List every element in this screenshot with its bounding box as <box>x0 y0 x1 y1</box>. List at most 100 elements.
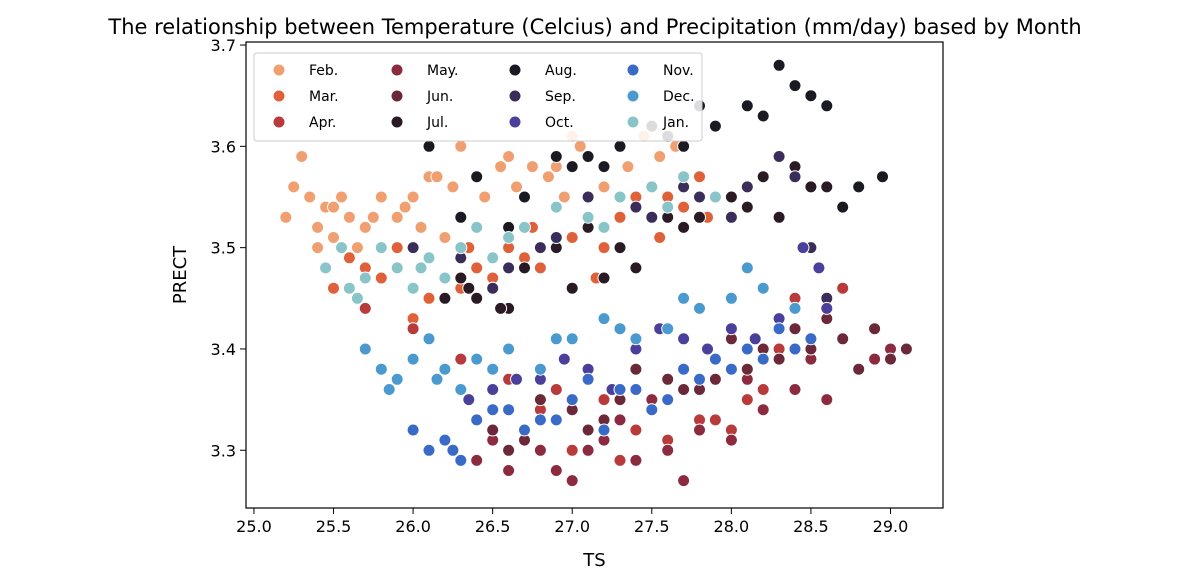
scatter-point <box>629 423 643 437</box>
scatter-point <box>454 383 468 396</box>
legend-marker <box>626 115 640 129</box>
scatter-point <box>533 443 547 457</box>
scatter-point <box>724 322 738 336</box>
scatter-point <box>541 170 555 184</box>
scatter-point <box>342 281 356 295</box>
legend-marker <box>272 89 286 103</box>
scatter-point <box>653 150 667 163</box>
scatter-point <box>876 170 889 184</box>
legend-marker <box>508 63 522 77</box>
scatter-point <box>788 342 802 356</box>
scatter-point <box>740 99 754 113</box>
scatter-point <box>677 291 691 305</box>
chart-title: The relationship between Temperature (Ce… <box>107 15 1081 39</box>
scatter-point <box>454 271 468 285</box>
scatter-point <box>549 464 563 477</box>
legend-label: Jan. <box>662 115 689 131</box>
legend-marker <box>272 63 286 77</box>
scatter-point <box>557 352 571 366</box>
scatter-point <box>788 383 802 396</box>
scatter-point <box>510 372 523 386</box>
scatter-point <box>430 170 444 184</box>
scatter-point <box>804 89 818 103</box>
scatter-point <box>677 200 691 214</box>
scatter-point <box>756 109 770 123</box>
scatter-point <box>899 342 913 356</box>
scatter-point <box>398 200 412 214</box>
scatter-point <box>406 190 420 204</box>
scatter-point <box>470 170 484 184</box>
scatter-point <box>422 139 436 153</box>
scatter-point <box>414 261 428 275</box>
scatter-point <box>470 291 484 305</box>
scatter-point <box>279 210 293 224</box>
scatter-point <box>525 160 539 174</box>
scatter-point <box>796 241 810 255</box>
scatter-point <box>358 342 372 356</box>
scatter-point <box>295 150 309 163</box>
scatter-point <box>597 180 611 194</box>
scatter-point <box>573 139 587 153</box>
scatter-point <box>597 312 611 326</box>
legend-label: May. <box>427 63 458 79</box>
scatter-point <box>335 190 348 204</box>
scatter-point <box>502 403 516 417</box>
scatter-point <box>645 180 659 194</box>
scatter-point <box>677 474 691 488</box>
scatter-point <box>414 220 428 234</box>
scatter-point <box>820 180 834 194</box>
scatter-point <box>518 220 531 234</box>
y-tick-label: 3.5 <box>211 239 236 258</box>
scatter-point <box>438 433 452 447</box>
scatter-point <box>533 362 547 376</box>
legend-marker <box>390 63 404 77</box>
legend-box <box>253 52 703 142</box>
scatter-point <box>661 393 675 407</box>
scatter-point <box>446 443 460 457</box>
scatter-point <box>597 271 611 285</box>
scatter-point <box>438 231 452 244</box>
scatter-point <box>549 150 563 163</box>
scatter-point <box>549 231 563 244</box>
scatter-point <box>701 342 714 356</box>
scatter-point <box>565 393 579 407</box>
scatter-point <box>581 210 595 224</box>
scatter-point <box>358 220 372 234</box>
legend-marker <box>390 115 404 129</box>
scatter-point <box>748 332 762 346</box>
scatter-point <box>438 271 452 285</box>
scatter-point <box>724 210 738 224</box>
scatter-point <box>836 332 850 346</box>
x-tick-label: 28.5 <box>793 517 829 536</box>
scatter-point <box>486 251 500 265</box>
scatter-point <box>693 372 706 386</box>
scatter-point <box>518 190 531 204</box>
scatter-point <box>486 383 500 396</box>
legend-marker <box>390 89 404 103</box>
scatter-point <box>645 403 659 417</box>
scatter-point <box>677 220 691 234</box>
scatter-point <box>502 261 516 275</box>
scatter-point <box>366 210 380 224</box>
scatter-point <box>390 210 404 224</box>
scatter-point <box>629 453 643 467</box>
y-tick-label: 3.4 <box>211 340 236 359</box>
scatter-point <box>724 433 738 447</box>
scatter-point <box>740 362 754 376</box>
scatter-point <box>462 393 476 407</box>
scatter-point <box>502 150 516 163</box>
scatter-point <box>494 160 508 174</box>
x-tick-label: 25.0 <box>236 517 272 536</box>
scatter-point <box>470 453 484 467</box>
scatter-point <box>836 200 850 214</box>
scatter-point <box>374 362 388 376</box>
y-tick-label: 3.6 <box>211 137 236 156</box>
scatter-point <box>852 180 866 194</box>
scatter-point <box>311 220 325 234</box>
scatter-point <box>708 119 722 133</box>
scatter-point <box>486 362 500 376</box>
scatter-point <box>462 281 476 295</box>
legend-label: Apr. <box>309 115 336 131</box>
scatter-point <box>740 393 754 407</box>
